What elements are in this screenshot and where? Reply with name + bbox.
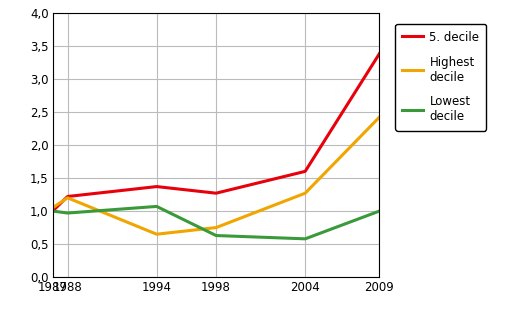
Legend: 5. decile, Highest
decile, Lowest
decile: 5. decile, Highest decile, Lowest decile — [395, 24, 486, 131]
